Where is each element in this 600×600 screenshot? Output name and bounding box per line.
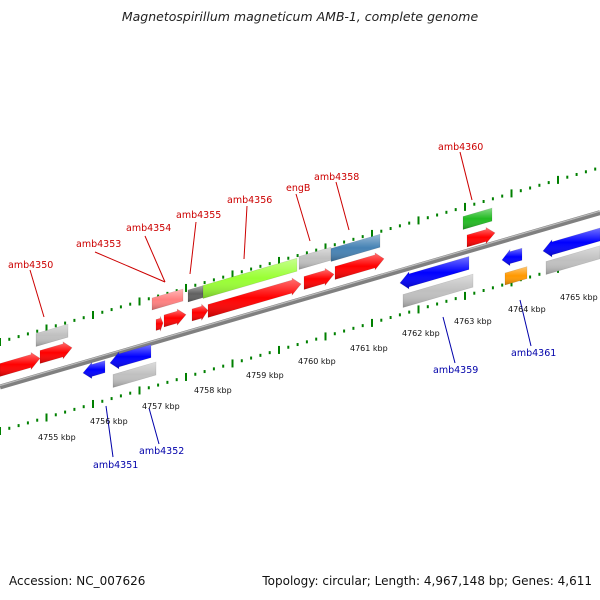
scale-label: 4760 kbp [298,357,336,366]
gene-labels: amb4350 amb4353 amb4354 amb4355 amb4356 engB a… [8,142,556,471]
gene-arrow-reverse-shading [83,360,105,379]
scale-label: 4763 kbp [454,317,492,326]
leader-line [148,407,160,445]
leader-line [335,181,350,231]
scale-label: 4762 kbp [402,329,440,338]
gene-arrow-forward-shading [467,227,495,247]
leader-line [442,316,456,364]
gene-block-green-shading [463,208,492,230]
gene-block-gray-shading [36,324,68,347]
genome-backbone [0,210,600,390]
scale-label: 4756 kbp [90,417,128,426]
leader-line [295,193,311,242]
leader-line [243,205,248,260]
label-leader-lines [29,151,532,458]
tick-track [0,167,597,435]
gene-label-amb4355[interactable]: amb4355 [176,210,221,221]
gene-label-amb4358[interactable]: amb4358 [314,172,359,183]
leader-line [94,251,166,283]
gene-block-gray-shading [403,274,473,308]
gene-label-amb4351[interactable]: amb4351 [93,460,138,471]
leader-line [519,299,532,347]
gene-label-amb4354[interactable]: amb4354 [126,223,171,234]
gene-block-gray-shading [113,362,156,388]
gene-label-amb4356[interactable]: amb4356 [227,195,272,206]
gene-arrow-forward-shading [0,352,40,377]
gene-arrow-forward-shading [192,304,208,321]
scale-label: 4761 kbp [350,344,388,353]
leader-line [105,405,114,458]
scale-label: 4758 kbp [194,386,232,395]
gene-label-amb4359[interactable]: amb4359 [433,365,478,376]
gene-arrow-forward-shading [335,252,384,280]
gene-label-amb4361[interactable]: amb4361 [511,348,556,359]
gene-arrow-forward-shading [40,341,72,364]
gene-arrow-reverse-shading [502,248,522,266]
gene-arrow-forward-shading [304,268,334,290]
scale-label: 4765 kbp [560,293,598,302]
gene-block-pink-shading [152,288,183,310]
gene-label-amb4353[interactable]: amb4353 [76,239,121,250]
gene-block-gray-shading [546,245,600,275]
gene-label-engB[interactable]: engB [286,183,310,194]
backbone-highlight [0,210,600,387]
leader-line [189,221,197,275]
genome-summary-text: Topology: circular; Length: 4,967,148 bp… [262,574,592,588]
leader-line [459,151,473,201]
leader-line [144,235,166,283]
gene-arrow-reverse-shading [400,256,469,289]
gene-arrow-forward-shading [164,309,186,327]
accession-text: Accession: NC_007626 [9,574,146,588]
scale-labels: 4755 kbp 4756 kbp 4757 kbp 4758 kbp 4759 kbp… [38,293,598,442]
gene-label-amb4360[interactable]: amb4360 [438,142,483,153]
gene-block-dark-shading [188,285,203,302]
gene-block-gray-shading [299,247,331,270]
gene-block-steelblue-shading [331,234,380,262]
gene-block-green-shading [203,258,297,299]
gene-arrow-forward-shading [208,278,301,318]
backbone-line [0,210,600,390]
leader-line [29,269,45,318]
gene-arrow-forward-shading [156,316,163,332]
gene-arrow-reverse-shading [543,227,600,257]
scale-label: 4755 kbp [38,433,76,442]
gene-arrow-reverse-shading [110,344,151,369]
scale-label: 4759 kbp [246,371,284,380]
genome-title: Magnetospirillum magneticum AMB-1, compl… [121,9,479,24]
gene-label-amb4352[interactable]: amb4352 [139,446,184,457]
gene-label-amb4350[interactable]: amb4350 [8,260,53,271]
gene-track [0,207,600,388]
gene-block-orange-shading [505,266,527,285]
scale-label: 4757 kbp [142,402,180,411]
scale-label: 4764 kbp [508,305,546,314]
